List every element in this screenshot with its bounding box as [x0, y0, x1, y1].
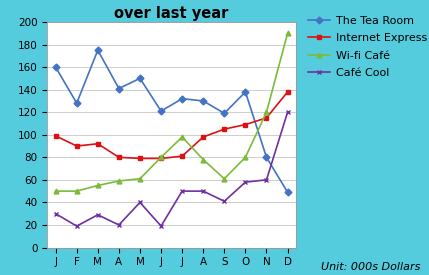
Title: the income of four cafes in New York
over last year: the income of four cafes in New York ove…: [19, 0, 324, 21]
Legend: The Tea Room, Internet Express, Wi-fi Café, Café Cool: The Tea Room, Internet Express, Wi-fi Ca…: [306, 14, 429, 80]
Text: Unit: 000s Dollars: Unit: 000s Dollars: [321, 262, 420, 272]
